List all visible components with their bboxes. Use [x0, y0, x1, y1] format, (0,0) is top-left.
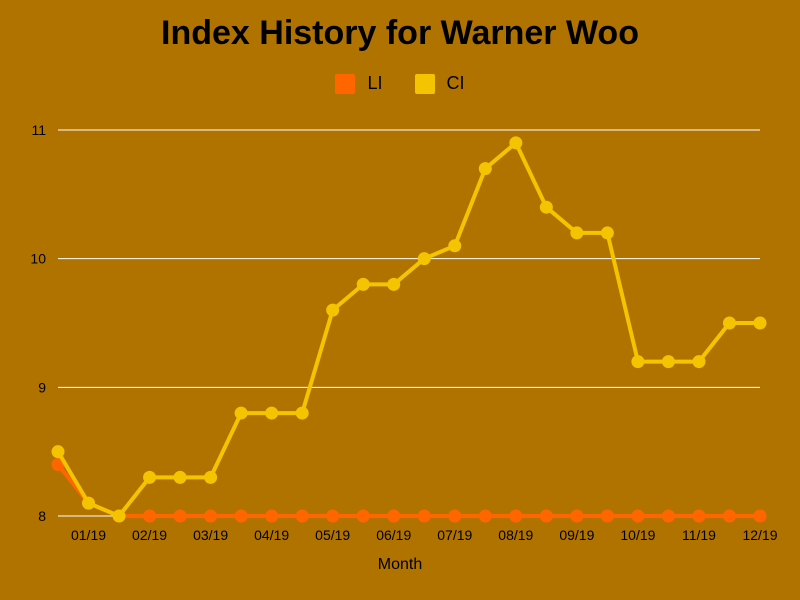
y-tick-label: 10: [30, 251, 46, 267]
data-point-ci: [539, 200, 553, 214]
data-point-ci: [509, 136, 523, 150]
data-point-ci: [143, 470, 157, 484]
data-point-li: [753, 509, 767, 523]
data-point-li: [417, 509, 431, 523]
data-point-ci: [448, 239, 462, 253]
legend-item-ci[interactable]: CI: [414, 73, 465, 94]
x-tick-label: 01/19: [71, 527, 106, 543]
data-point-li: [173, 509, 187, 523]
x-tick-label: 06/19: [376, 527, 411, 543]
data-point-li: [295, 509, 309, 523]
legend-item-li[interactable]: LI: [335, 73, 383, 94]
series-line-li: [56, 462, 762, 518]
data-point-ci: [326, 303, 340, 317]
x-tick-label: 05/19: [315, 527, 350, 543]
x-tick-label: 08/19: [498, 527, 533, 543]
x-tick-label: 04/19: [254, 527, 289, 543]
data-point-li: [356, 509, 370, 523]
x-tick-label: 10/19: [620, 527, 655, 543]
legend-swatch-li: [335, 73, 356, 94]
x-tick-label: 03/19: [193, 527, 228, 543]
x-tick-label: 12/19: [742, 527, 777, 543]
data-point-ci: [478, 162, 492, 176]
chart-title: Index History for Warner Woo: [161, 14, 639, 52]
data-point-li: [661, 509, 675, 523]
data-point-li: [631, 509, 645, 523]
x-tick-label: 09/19: [559, 527, 594, 543]
data-point-li: [326, 509, 340, 523]
data-point-li: [265, 509, 279, 523]
data-point-ci: [722, 316, 736, 330]
legend-label-li: LI: [367, 73, 383, 93]
data-point-li: [478, 509, 492, 523]
data-point-ci: [234, 406, 248, 420]
data-point-ci: [570, 226, 584, 240]
x-tick-label: 07/19: [437, 527, 472, 543]
data-point-ci: [112, 509, 126, 523]
data-point-ci: [387, 277, 401, 291]
data-point-li: [448, 509, 462, 523]
series-line-ci: [56, 140, 762, 518]
y-tick-label: 9: [38, 379, 46, 395]
data-point-ci: [204, 470, 218, 484]
data-point-ci: [631, 355, 645, 369]
y-tick-label: 8: [38, 508, 46, 524]
y-tick-label: 11: [31, 122, 46, 138]
data-point-ci: [600, 226, 614, 240]
data-point-li: [570, 509, 584, 523]
data-point-li: [234, 509, 248, 523]
data-point-ci: [753, 316, 767, 330]
data-point-li: [51, 458, 65, 472]
data-point-li: [600, 509, 614, 523]
legend-swatch-ci: [414, 73, 435, 94]
data-point-ci: [356, 277, 370, 291]
data-point-ci: [295, 406, 309, 420]
data-point-ci: [265, 406, 279, 420]
data-point-li: [387, 509, 401, 523]
x-axis-title: Month: [377, 556, 423, 573]
data-point-ci: [82, 496, 96, 510]
data-point-li: [143, 509, 157, 523]
data-point-ci: [417, 252, 431, 266]
data-point-ci: [173, 470, 187, 484]
data-point-ci: [661, 355, 675, 369]
data-point-ci: [51, 445, 65, 459]
data-point-li: [722, 509, 736, 523]
data-point-li: [692, 509, 706, 523]
data-point-ci: [692, 355, 706, 369]
data-point-li: [509, 509, 523, 523]
x-tick-label: 02/19: [132, 527, 167, 543]
data-point-li: [204, 509, 218, 523]
legend-label-ci: CI: [446, 73, 465, 93]
legend: LI CI: [0, 73, 800, 94]
data-point-li: [539, 509, 553, 523]
x-tick-label: 11/19: [682, 527, 716, 543]
